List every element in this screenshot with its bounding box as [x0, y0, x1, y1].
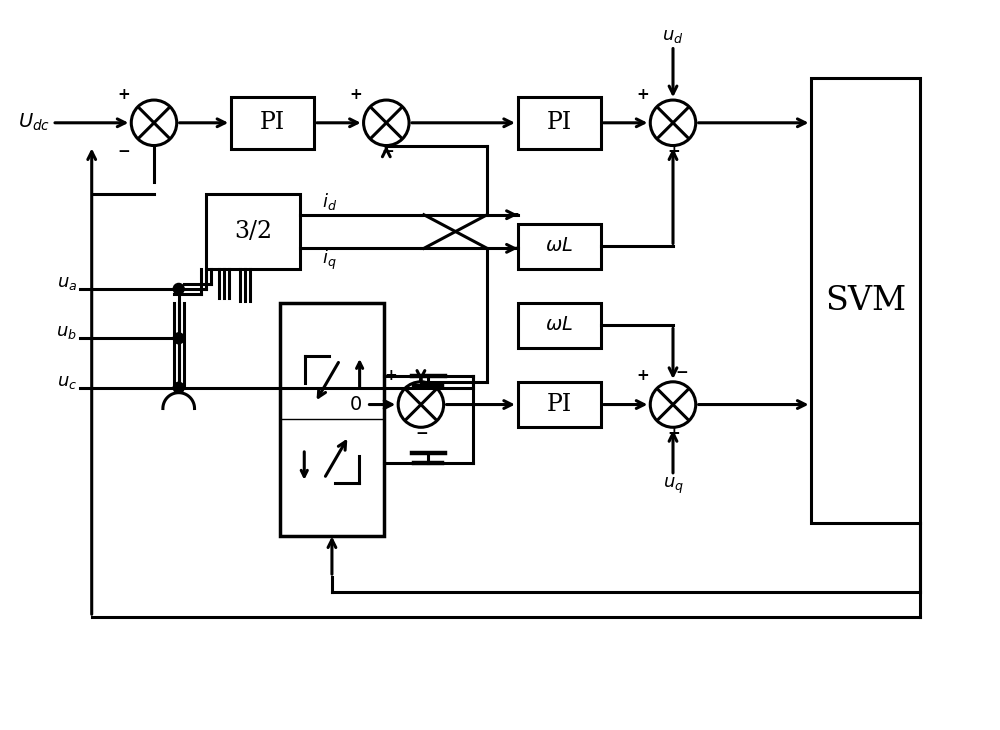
Text: $\omega L$: $\omega L$	[545, 237, 573, 255]
Text: $u_q$: $u_q$	[663, 475, 683, 496]
Text: −: −	[676, 366, 688, 380]
Bar	[518, 382, 601, 427]
Text: −: −	[381, 144, 394, 159]
Text: $\omega L$: $\omega L$	[545, 317, 573, 334]
Text: $0$: $0$	[349, 396, 362, 413]
Bar	[518, 303, 601, 348]
Text: +: +	[668, 426, 680, 441]
Bar	[518, 97, 601, 148]
Text: +: +	[117, 87, 130, 101]
Text: −: −	[117, 144, 130, 159]
Text: −: −	[416, 426, 428, 441]
Text: +: +	[349, 87, 362, 101]
Text: +: +	[636, 369, 649, 383]
Text: PI: PI	[547, 111, 572, 134]
Bar	[518, 223, 601, 269]
Text: 3/2: 3/2	[234, 220, 272, 243]
Text: $u_a$: $u_a$	[57, 274, 77, 292]
Text: $u_d$: $u_d$	[662, 27, 684, 45]
Circle shape	[650, 382, 696, 427]
Circle shape	[173, 283, 184, 294]
Text: SVM: SVM	[825, 285, 906, 317]
Text: $U_{dc}$: $U_{dc}$	[18, 112, 50, 134]
Circle shape	[650, 100, 696, 145]
Bar	[280, 303, 384, 536]
Circle shape	[173, 383, 184, 393]
Text: PI: PI	[547, 393, 572, 416]
Bar	[811, 78, 920, 523]
Circle shape	[364, 100, 409, 145]
Text: $i_d$: $i_d$	[322, 191, 337, 212]
Text: $i_q$: $i_q$	[322, 248, 336, 272]
Text: $u_c$: $u_c$	[57, 373, 77, 391]
Text: $u_b$: $u_b$	[56, 323, 77, 342]
Circle shape	[398, 382, 444, 427]
Circle shape	[131, 100, 177, 145]
Text: PI: PI	[260, 111, 285, 134]
Text: +: +	[384, 369, 397, 383]
Text: +: +	[668, 144, 680, 159]
Circle shape	[173, 333, 184, 344]
Text: +: +	[636, 87, 649, 101]
Bar	[206, 194, 300, 269]
Bar	[231, 97, 314, 148]
